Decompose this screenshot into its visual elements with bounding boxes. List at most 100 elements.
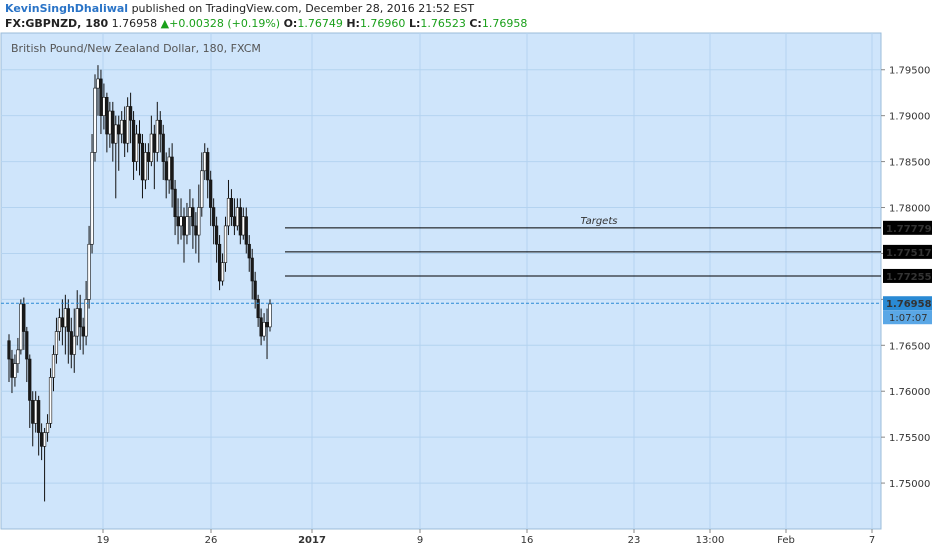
candle-body (259, 317, 263, 337)
candle-body (173, 188, 177, 218)
target-price-tag (883, 244, 932, 259)
candle-body (31, 400, 35, 424)
y-tick-label: 1.75000 (889, 479, 930, 490)
candle-body (268, 303, 272, 328)
candle-body (7, 340, 11, 360)
x-tick-label: 19 (97, 535, 110, 546)
candle-body (188, 207, 192, 218)
candle-body (90, 152, 94, 245)
x-tick-label: 2017 (298, 535, 326, 546)
candle-body (105, 96, 109, 135)
target-price-label: 1.77779 (886, 224, 932, 235)
candle-body (19, 303, 23, 351)
candle-body (158, 119, 162, 135)
candle-body (229, 198, 234, 218)
publish-line: KevinSinghDhaliwal published on TradingV… (5, 2, 474, 15)
candle-body (60, 317, 64, 328)
y-tick-label: 1.75500 (889, 433, 930, 444)
candle-body (126, 106, 130, 144)
candle-body (206, 152, 210, 181)
candle-body (28, 358, 32, 401)
candle-body (114, 124, 118, 144)
candle-body (232, 216, 237, 227)
candle-body (45, 423, 50, 433)
candle-body (170, 156, 174, 190)
candle-body (51, 354, 56, 378)
x-tick-label: 9 (417, 535, 423, 546)
close-label: C: (469, 17, 482, 30)
target-price-label: 1.77517 (886, 248, 932, 259)
candle-body (146, 152, 150, 162)
candle-body (215, 225, 219, 245)
open-value: 1.76749 (297, 17, 343, 30)
candle-body (54, 331, 59, 355)
candle-body (203, 152, 207, 172)
price-change: +0.00328 (+0.19%) (169, 17, 281, 30)
candle-body (152, 133, 156, 153)
x-tick-label: Feb (777, 535, 795, 546)
candle-body (197, 207, 201, 236)
x-tick-label: 16 (521, 535, 534, 546)
candle-body (63, 308, 67, 328)
candle-body (87, 243, 91, 300)
candle-body (223, 225, 228, 263)
target-lines: Targets (1, 216, 881, 304)
candle-body (22, 303, 26, 332)
candle-body (155, 119, 159, 153)
candle-body (256, 299, 260, 319)
candle-body (37, 400, 41, 433)
candle-body (191, 207, 195, 227)
candle-body (185, 216, 189, 236)
candle-body (200, 170, 204, 208)
x-tick-label: 26 (205, 535, 218, 546)
candle-body (235, 207, 239, 227)
candle-body (238, 207, 242, 236)
candle-body (102, 96, 106, 116)
close-value: 1.76958 (481, 17, 528, 30)
candle-body (143, 152, 148, 181)
last-price-tag (883, 296, 932, 311)
candle-body (13, 363, 17, 378)
candle-body (209, 179, 213, 208)
countdown-label: 1:07:07 (889, 313, 928, 324)
time-axis[interactable]: 19 26 2017 9 16 23 13:00 Feb 7 (97, 529, 876, 546)
x-tick-label: 7 (869, 535, 875, 546)
last-price-label: 1.76958 (886, 299, 932, 310)
x-tick-label: 13:00 (696, 535, 725, 546)
candle-body (99, 78, 103, 116)
target-price-label: 1.77255 (886, 272, 932, 283)
candle-body (93, 87, 97, 153)
quote-line: FX:GBPNZD, 180 1.76958 ▲+0.00328 (+0.19%… (5, 17, 527, 30)
price-axis[interactable]: 1.750001.755001.760001.765001.770001.775… (881, 66, 932, 490)
candle-body (111, 110, 115, 144)
candle-body (10, 358, 14, 378)
price-chart[interactable]: Targets 1.75000 1.75500 1.76000 1.76500 1.77… (0, 32, 932, 550)
candle-body (265, 322, 269, 328)
candle-body (241, 216, 245, 236)
candle-body (108, 110, 112, 135)
y-tick-label: 1.76000 (889, 387, 930, 398)
chart-title: British Pound/New Zealand Dollar, 180, F… (11, 42, 261, 55)
y-tick-label: 1.76500 (889, 341, 930, 352)
candle-body (123, 119, 127, 144)
target-price-tag (883, 220, 932, 235)
candle-body (164, 161, 168, 181)
candle-body (182, 216, 186, 236)
low-value: 1.76523 (420, 17, 466, 30)
plot-area[interactable] (0, 32, 882, 530)
targets-label: Targets (581, 216, 618, 227)
candle-body (217, 243, 222, 282)
candle-body (48, 377, 53, 424)
x-tick-label: 23 (628, 535, 641, 546)
candle-body (167, 156, 171, 181)
countdown-tag (883, 310, 932, 325)
symbol-label[interactable]: FX:GBPNZD, 180 (5, 17, 109, 30)
candle-body (69, 331, 73, 355)
candle-body (78, 308, 82, 328)
candle-body (176, 216, 180, 227)
candle-body (250, 257, 254, 282)
target-price-tag (883, 268, 932, 283)
candle-body (42, 432, 47, 447)
y-tick-label: 1.78500 (889, 158, 930, 169)
author-link[interactable]: KevinSinghDhaliwal (5, 2, 129, 15)
